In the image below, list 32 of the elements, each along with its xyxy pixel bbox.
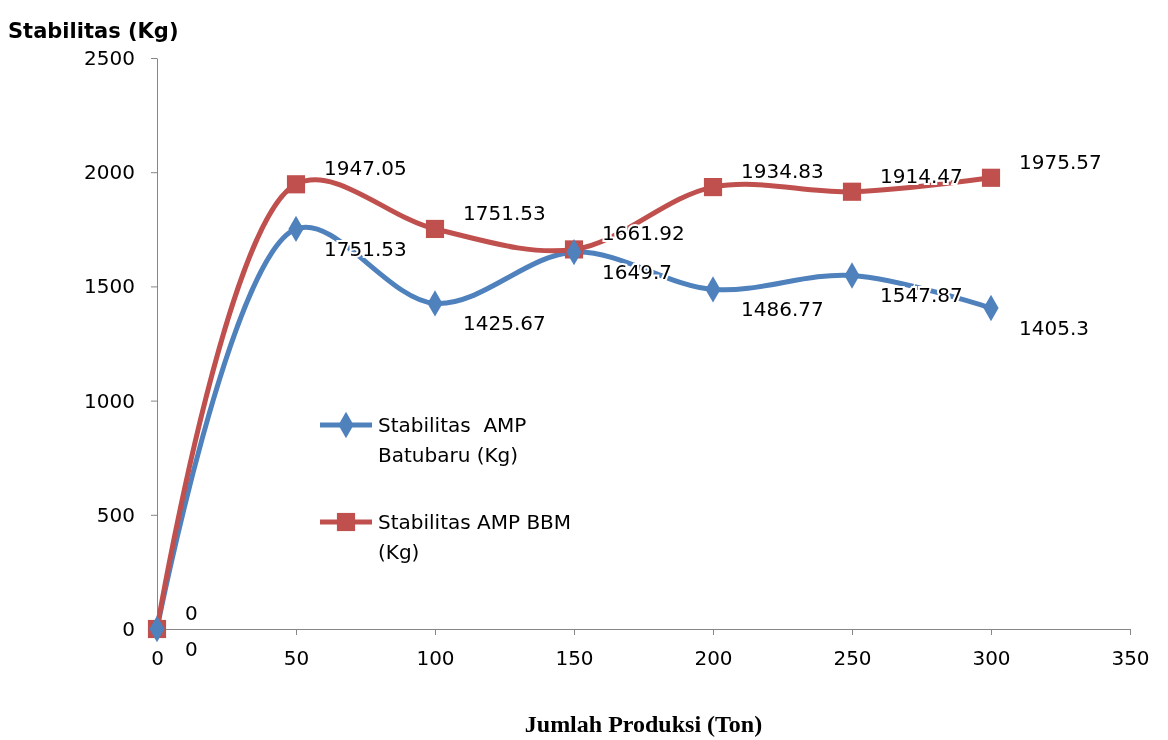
x-tick-label: 100 (416, 646, 455, 671)
data-label: 1751.53 (463, 200, 546, 225)
data-label: 1425.67 (463, 311, 546, 336)
point (981, 168, 1001, 187)
x-axis-title: Jumlah Produksi (Ton) (524, 711, 763, 737)
data-label: 1486.77 (741, 297, 824, 322)
point (425, 219, 445, 239)
y-tick-label: 500 (96, 502, 135, 527)
data-label: 0 (185, 601, 198, 625)
legend-label: Stabilitas AMP Batubaru (Kg) (378, 413, 527, 467)
y-tick-label: 0 (122, 616, 135, 641)
data-label: 1975.57 (1019, 149, 1102, 174)
data-label: 1405.3 (1019, 316, 1089, 341)
y-tick-label: 1000 (84, 388, 135, 413)
x-tick-label: 0 (151, 646, 164, 671)
x-tick-label: 250 (833, 646, 872, 671)
x-tick-label: 200 (694, 646, 733, 671)
point (286, 175, 306, 194)
x-tick-label: 50 (283, 646, 310, 671)
data-label: 1947.05 (324, 156, 407, 181)
x-tick-label: 350 (1111, 646, 1150, 671)
y-axis-title: Stabilitas (Kg) (8, 19, 179, 43)
y-tick-label: 1500 (84, 274, 135, 299)
x-tick-label: 300 (972, 646, 1011, 671)
data-label: 1934.83 (741, 159, 824, 184)
y-tick-label: 2000 (84, 160, 135, 185)
x-tick-label: 150 (555, 646, 594, 671)
legend-label: Stabilitas AMP BBM (Kg) (378, 510, 572, 564)
point (842, 182, 862, 201)
y-tick-label: 2500 (84, 45, 135, 70)
data-label: 1914.47 (880, 163, 963, 188)
point (703, 178, 723, 197)
